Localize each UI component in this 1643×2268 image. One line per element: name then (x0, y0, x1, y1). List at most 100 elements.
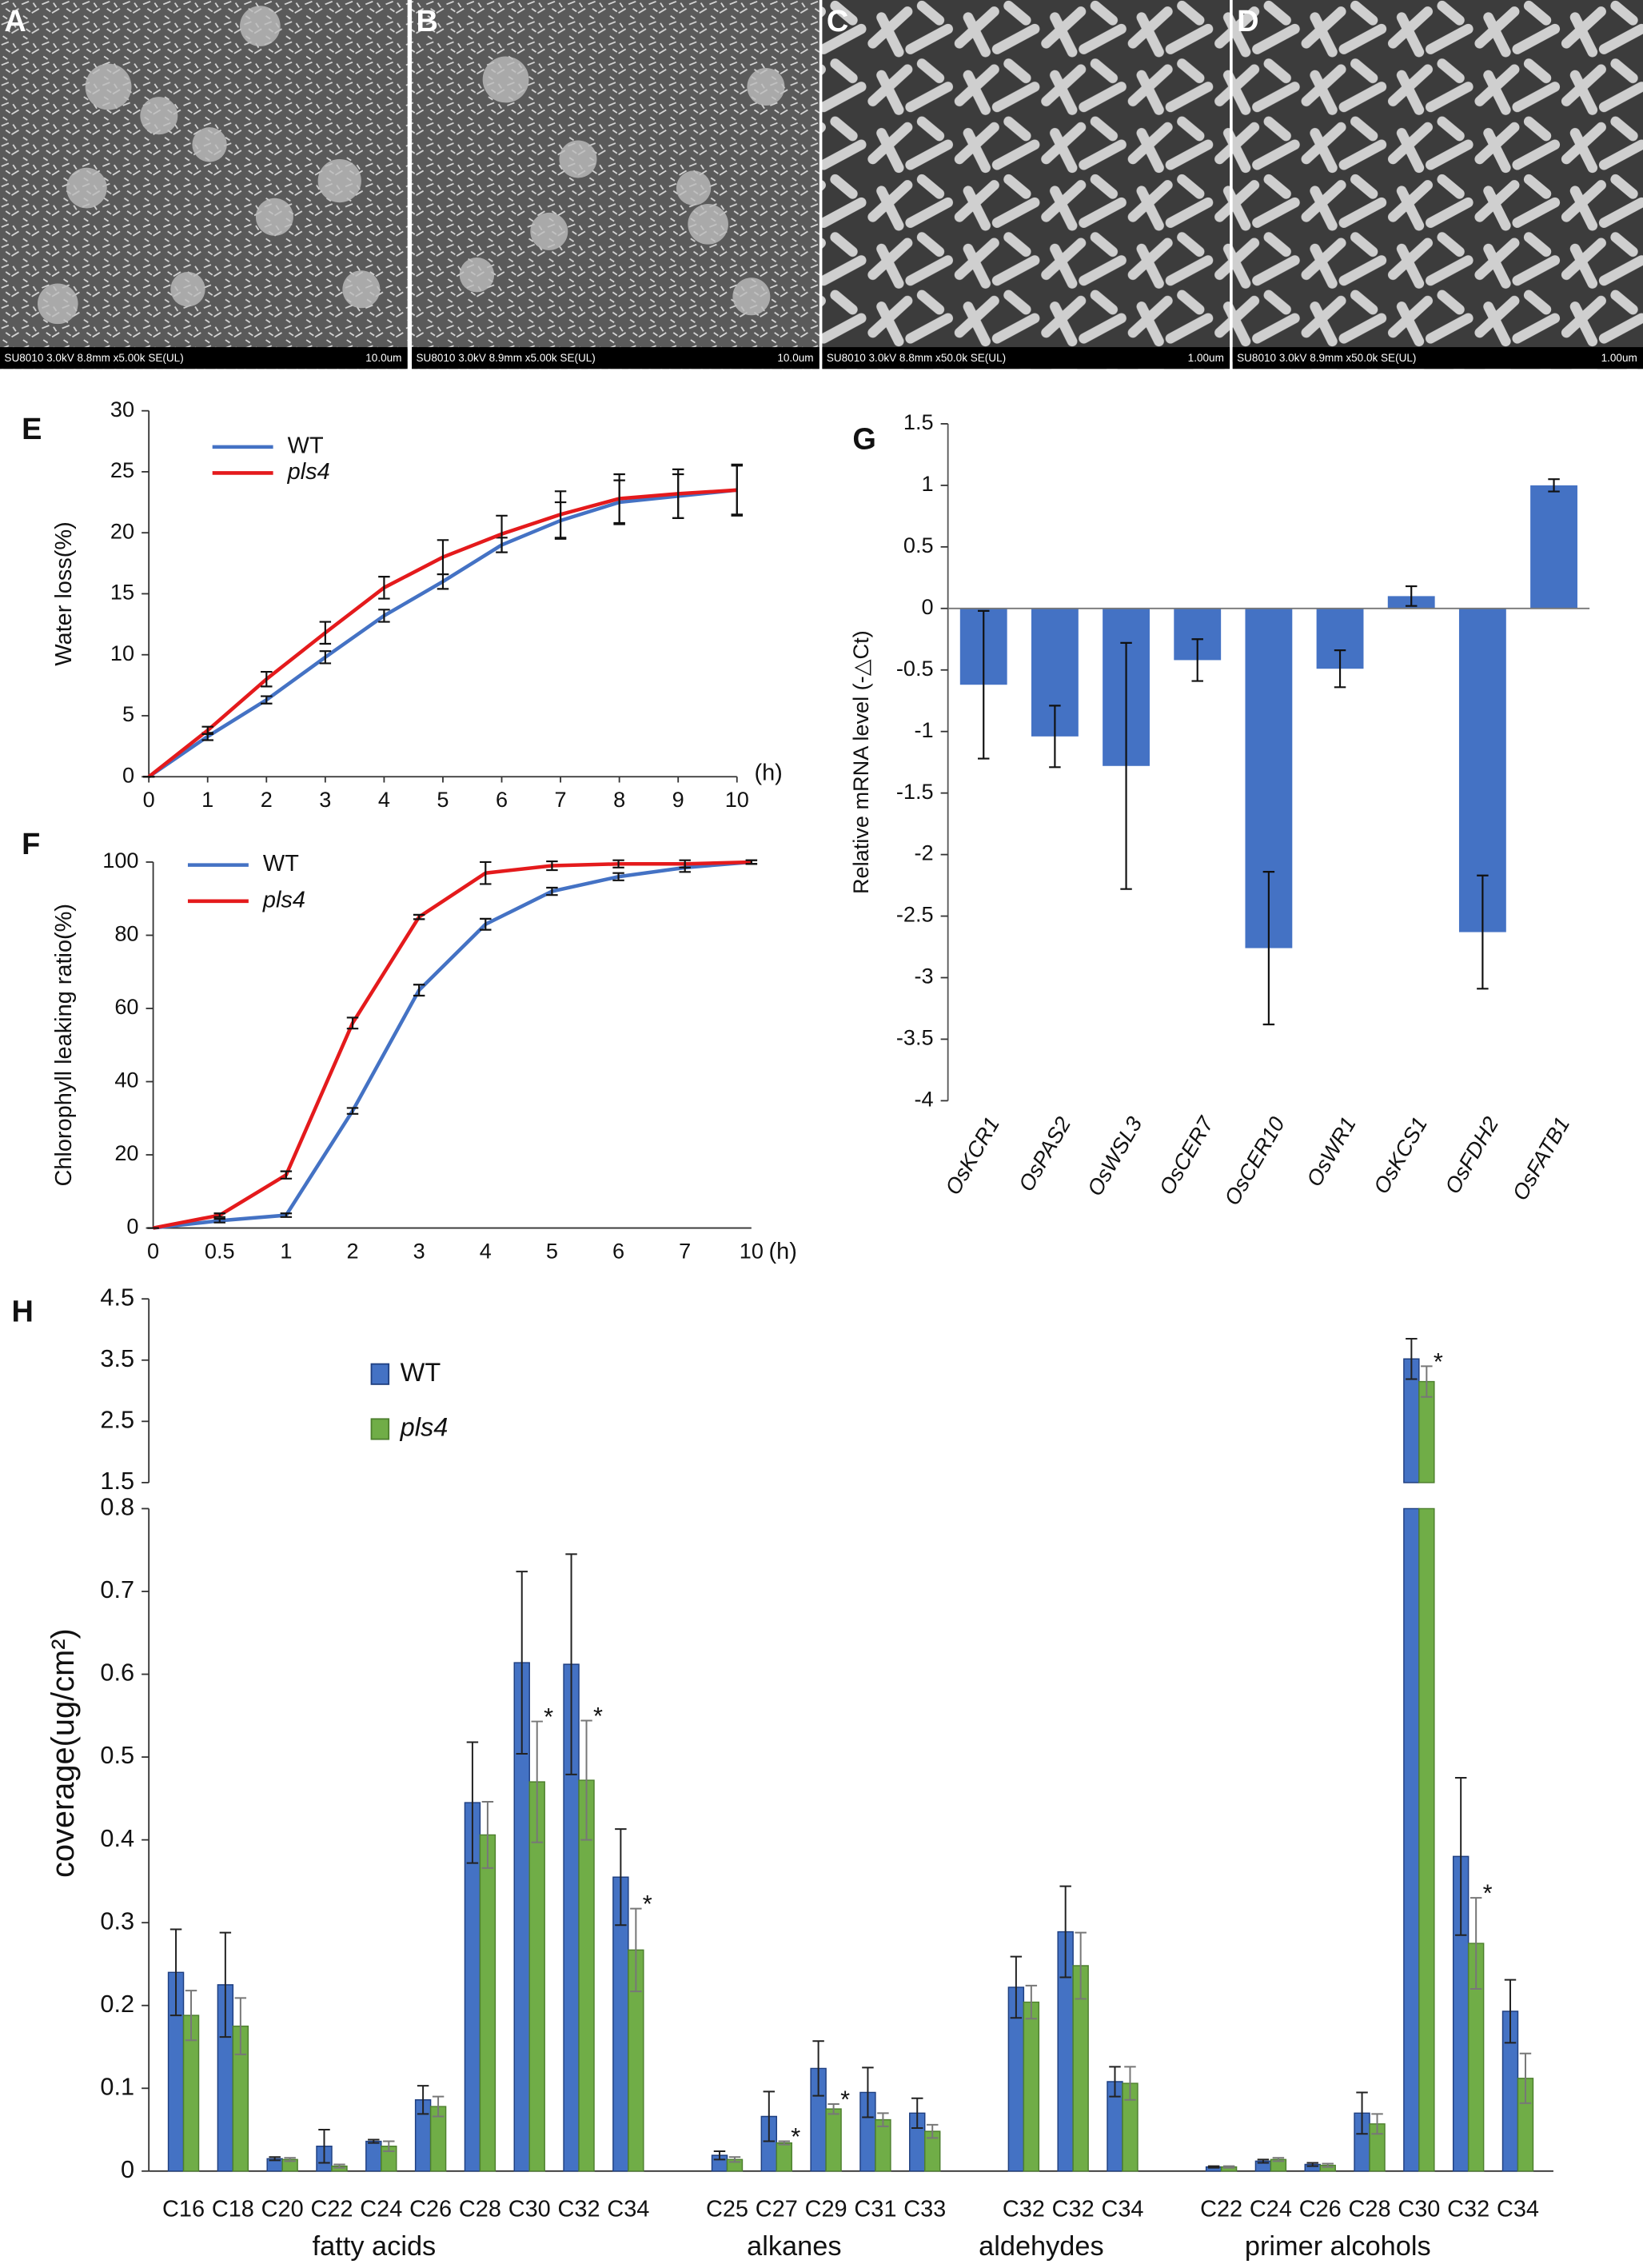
x-tick-label: C28 (459, 2196, 501, 2222)
error-bar (213, 1212, 225, 1218)
bar (1418, 1380, 1435, 2172)
error-bar (613, 473, 625, 525)
legend-label: WT (288, 433, 324, 459)
bar (578, 1779, 595, 2172)
error-bar (437, 539, 449, 576)
x-tick-label: C24 (1250, 2196, 1292, 2222)
legend-label: pls4 (262, 887, 305, 912)
sem-image (1232, 0, 1643, 369)
panel-label: B (417, 5, 438, 38)
x-tick-label: C29 (805, 2196, 847, 2222)
error-bar (1075, 1931, 1087, 2000)
y-tick-label: 20 (110, 518, 134, 543)
error-bar (731, 463, 743, 517)
x-tick-label: C22 (310, 2196, 353, 2222)
error-bar (1207, 2165, 1220, 2169)
error-bar (1405, 585, 1418, 607)
y-tick-label: 1.5 (903, 409, 934, 434)
bar (381, 2146, 397, 2172)
error-bar (284, 2157, 296, 2162)
y-tick-label: -4 (914, 1087, 933, 1112)
bar (1501, 2010, 1519, 2172)
x-tick-label: C34 (1101, 2196, 1143, 2222)
y-tick-label: 80 (114, 921, 138, 946)
bar (612, 1876, 629, 2172)
error-bar (672, 468, 684, 519)
x-axis-label: (h) (769, 1239, 797, 1264)
x-tick-label: 6 (612, 1238, 624, 1263)
x-tick-label: C20 (261, 2196, 304, 2222)
x-tick-label: C34 (1497, 2196, 1539, 2222)
error-bar (1334, 649, 1346, 689)
error-bar (812, 2040, 824, 2097)
x-tick-label: 10 (740, 1238, 764, 1263)
error-bar (1356, 2091, 1368, 2135)
caption-bar (412, 347, 820, 369)
bar (1057, 1931, 1074, 2172)
group-label: alkanes (747, 2231, 841, 2262)
error-bar (213, 1218, 225, 1224)
x-tick-label: C32 (558, 2196, 600, 2222)
x-tick-label: 4 (480, 1238, 492, 1263)
group-label: aldehydes (979, 2231, 1104, 2262)
bar (924, 2130, 941, 2172)
error-bar (1191, 638, 1203, 682)
error-bar (763, 2090, 776, 2142)
y-tick-label: -2 (914, 841, 933, 865)
significance-mark: * (593, 1702, 603, 1730)
y-tick-label: 0.3 (100, 1907, 134, 1935)
panel-label: F (22, 828, 40, 861)
group-label: fatty acids (313, 2231, 437, 2262)
y-tick-label: 20 (114, 1140, 138, 1165)
caption-bar (1232, 347, 1643, 369)
error-bar (546, 886, 558, 896)
error-bar (261, 695, 273, 705)
error-bar (1322, 2162, 1334, 2168)
significance-mark: * (643, 1890, 652, 1918)
y-tick-label: 1 (921, 471, 933, 496)
x-tick-label: 10 (725, 787, 749, 812)
y-tick-label: -3.5 (896, 1025, 934, 1050)
x-tick-label: C25 (706, 2196, 748, 2222)
group-label: primer alcohols (1245, 2231, 1431, 2262)
significance-mark: * (1434, 1348, 1443, 1376)
x-tick-label: C32 (1003, 2196, 1045, 2222)
bar (365, 2140, 382, 2172)
panel-label: G (852, 423, 876, 457)
x-tick-label: OsPAS2 (1013, 1112, 1075, 1196)
y-axis-label: Chlorophyll leaking ratio(%) (51, 904, 77, 1187)
error-bar (926, 2123, 939, 2139)
sem-images (0, 0, 1643, 369)
x-tick-label: 2 (346, 1238, 358, 1263)
y-tick-label: 0 (121, 2155, 134, 2183)
bar (217, 1984, 234, 2172)
error-bar (1477, 874, 1489, 990)
sem-caption: SU8010 3.0kV 8.8mm x50.0k SE(UL) (827, 352, 1006, 364)
error-bar (1272, 2157, 1285, 2162)
legend-label: WT (401, 1358, 441, 1387)
x-axis-label: (h) (754, 760, 782, 785)
caption-bar (822, 347, 1230, 369)
x-tick-label: C32 (1447, 2196, 1489, 2222)
y-tick-label: 3.5 (100, 1344, 134, 1372)
bar (1403, 1358, 1420, 2172)
y-tick-label: -3 (914, 964, 933, 988)
bar (1023, 2001, 1040, 2172)
y-tick-label: 30 (110, 397, 134, 421)
error-bar (1124, 2066, 1136, 2101)
bar (628, 1949, 644, 2172)
y-tick-label: 0.6 (100, 1659, 134, 1687)
x-tick-label: C24 (360, 2196, 402, 2222)
x-tick-label: 5 (437, 787, 449, 812)
legend-label: pls4 (400, 1413, 449, 1442)
x-tick-label: C31 (854, 2196, 896, 2222)
y-tick-label: 60 (114, 994, 138, 1019)
y-tick-label: 40 (114, 1068, 138, 1092)
error-bar (778, 2140, 791, 2146)
y-tick-label: 0.7 (100, 1575, 134, 1603)
error-bar (219, 1931, 232, 2038)
bar (1122, 2082, 1139, 2172)
error-bar (280, 1170, 293, 1180)
x-tick-label: C32 (1052, 2196, 1095, 2222)
error-bar (417, 2085, 429, 2115)
